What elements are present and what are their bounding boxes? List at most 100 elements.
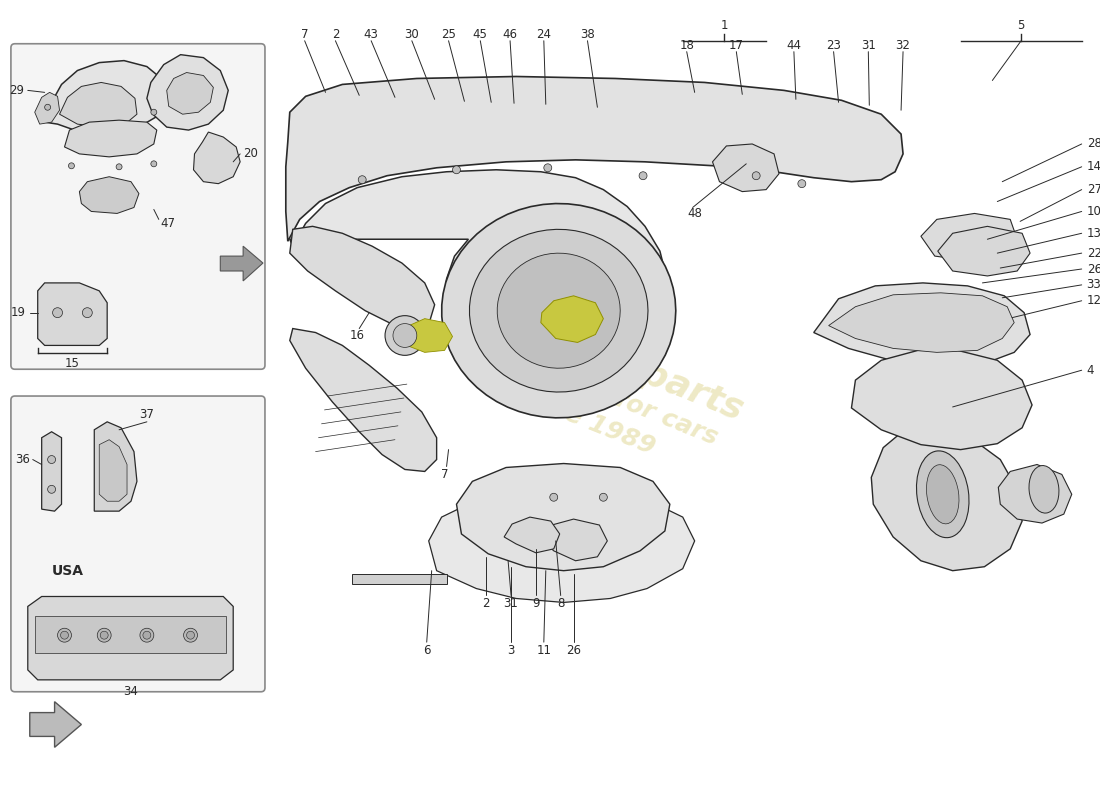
Polygon shape (286, 77, 903, 242)
Text: 44: 44 (786, 39, 802, 52)
Circle shape (82, 308, 92, 318)
Ellipse shape (1028, 466, 1059, 513)
Text: 36: 36 (15, 453, 30, 466)
Text: 18: 18 (680, 39, 694, 52)
Polygon shape (289, 226, 434, 329)
Circle shape (639, 172, 647, 180)
Ellipse shape (916, 451, 969, 538)
Polygon shape (79, 177, 139, 214)
Text: 26: 26 (1087, 262, 1100, 275)
Text: 10: 10 (1087, 205, 1100, 218)
Polygon shape (35, 616, 227, 653)
Polygon shape (851, 350, 1032, 450)
Polygon shape (470, 230, 648, 392)
Circle shape (385, 316, 425, 355)
Polygon shape (921, 214, 1018, 261)
Text: 15: 15 (65, 357, 80, 370)
Polygon shape (220, 246, 263, 281)
Polygon shape (713, 144, 779, 192)
Text: 26: 26 (566, 643, 581, 657)
Polygon shape (45, 61, 168, 132)
Text: 13: 13 (1087, 226, 1100, 240)
Text: 25: 25 (441, 28, 456, 42)
Circle shape (600, 494, 607, 502)
Circle shape (393, 323, 417, 347)
Text: 45: 45 (473, 28, 487, 42)
Polygon shape (289, 170, 667, 385)
Circle shape (798, 180, 806, 188)
Polygon shape (194, 132, 240, 184)
Text: 1: 1 (720, 19, 728, 32)
Text: 27: 27 (1087, 183, 1100, 196)
Text: eurocarparts: eurocarparts (492, 297, 749, 427)
Polygon shape (442, 203, 675, 418)
Polygon shape (37, 283, 107, 346)
Circle shape (45, 104, 51, 110)
Polygon shape (999, 465, 1071, 523)
Circle shape (57, 628, 72, 642)
Polygon shape (95, 422, 136, 511)
Text: 30: 30 (405, 28, 419, 42)
Text: 32: 32 (895, 39, 911, 52)
Text: 7: 7 (301, 28, 308, 42)
Polygon shape (28, 597, 233, 680)
Circle shape (752, 172, 760, 180)
Circle shape (53, 308, 63, 318)
Circle shape (550, 494, 558, 502)
Polygon shape (541, 519, 607, 561)
Text: 28: 28 (1087, 138, 1100, 150)
Text: 14: 14 (1087, 160, 1100, 174)
Text: 37: 37 (140, 408, 154, 422)
Circle shape (151, 161, 157, 166)
Polygon shape (871, 426, 1022, 570)
Text: 6: 6 (424, 643, 430, 657)
Text: 12: 12 (1087, 294, 1100, 307)
Circle shape (184, 628, 198, 642)
Text: 3: 3 (507, 643, 515, 657)
Circle shape (143, 631, 151, 639)
Polygon shape (938, 226, 1030, 276)
Text: 43: 43 (364, 28, 378, 42)
Circle shape (359, 176, 366, 184)
Text: 7: 7 (441, 468, 449, 481)
Text: 11: 11 (537, 643, 551, 657)
Text: 47: 47 (161, 217, 176, 230)
Circle shape (543, 164, 552, 172)
Text: 48: 48 (688, 207, 702, 220)
FancyBboxPatch shape (11, 44, 265, 370)
Polygon shape (828, 293, 1014, 352)
Text: 34: 34 (123, 686, 139, 698)
Ellipse shape (926, 465, 959, 524)
Polygon shape (429, 498, 695, 602)
Circle shape (452, 166, 461, 174)
FancyBboxPatch shape (11, 396, 265, 692)
Text: 17: 17 (729, 39, 744, 52)
Text: 2: 2 (483, 597, 490, 610)
Circle shape (68, 163, 75, 169)
Text: 31: 31 (504, 597, 518, 610)
Circle shape (47, 455, 56, 463)
Polygon shape (35, 92, 59, 124)
Text: 23: 23 (826, 39, 842, 52)
Polygon shape (456, 463, 670, 570)
Circle shape (187, 631, 195, 639)
Polygon shape (59, 82, 136, 127)
Text: 29: 29 (9, 84, 24, 97)
Text: 16: 16 (350, 329, 365, 342)
Circle shape (97, 628, 111, 642)
Text: 33: 33 (1087, 278, 1100, 291)
Text: 4: 4 (1087, 364, 1094, 377)
Polygon shape (65, 120, 157, 157)
Polygon shape (541, 296, 604, 342)
Text: 9: 9 (532, 597, 540, 610)
Circle shape (47, 486, 56, 494)
Circle shape (140, 628, 154, 642)
Circle shape (60, 631, 68, 639)
Text: a passion for cars: a passion for cars (480, 334, 720, 450)
Polygon shape (497, 253, 620, 368)
Text: 20: 20 (243, 147, 258, 160)
Polygon shape (30, 702, 81, 747)
Text: 46: 46 (503, 28, 518, 42)
Polygon shape (407, 318, 452, 352)
Polygon shape (504, 517, 560, 553)
